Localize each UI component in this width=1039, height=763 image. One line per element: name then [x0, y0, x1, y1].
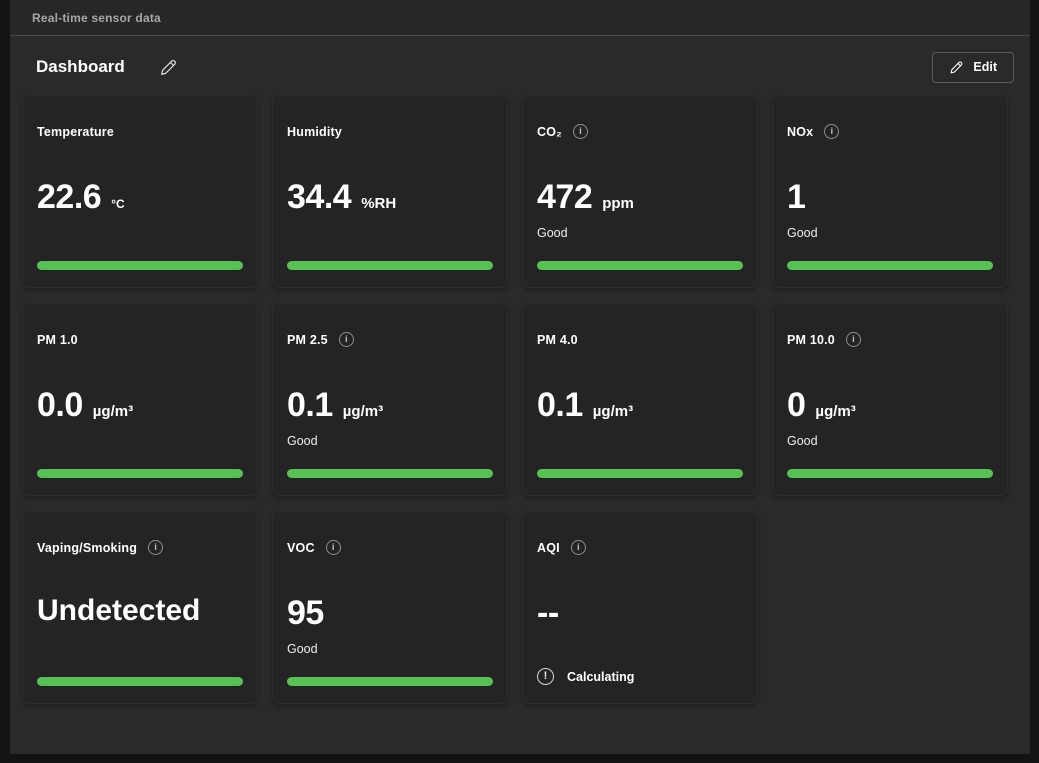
card-value: 0.0 [37, 386, 83, 424]
card-title: Temperature [37, 124, 114, 139]
card-value: 95 [287, 594, 324, 632]
calculating-label: Calculating [567, 669, 635, 684]
card-co2: CO₂ i 472 ppm Good [522, 95, 758, 288]
info-icon[interactable]: i [325, 540, 341, 555]
alert-glyph: ! [543, 670, 548, 682]
card-title: AQI [537, 540, 560, 555]
status-progress-bar [287, 261, 493, 270]
status-progress-bar [537, 469, 743, 478]
sensor-card-grid: Temperature 22.6 °C Humidity 34.4 %RH [22, 95, 1018, 704]
card-unit: µg/m³ [92, 403, 134, 420]
card-value: -- [537, 594, 559, 632]
info-glyph: i [344, 333, 348, 345]
card-voc: VOC i 95 Good [272, 511, 508, 704]
dashboard-panel: Dashboard Edit [10, 36, 1030, 754]
info-glyph: i [577, 541, 580, 553]
card-unit: °C [111, 197, 125, 211]
card-value: 0 [787, 386, 806, 424]
page-header: Dashboard Edit [24, 47, 1016, 87]
card-temperature: Temperature 22.6 °C [22, 95, 258, 288]
status-progress-bar [537, 261, 743, 270]
info-icon[interactable]: i [845, 332, 861, 347]
window-title-bar: Real-time sensor data [10, 0, 1030, 36]
info-icon[interactable]: i [338, 332, 354, 347]
card-unit: µg/m³ [592, 403, 634, 420]
info-icon[interactable]: i [572, 124, 588, 139]
info-icon[interactable]: i [824, 124, 840, 139]
page-title: Dashboard [36, 57, 125, 76]
edit-pencil-icon [949, 60, 964, 75]
card-title: PM 1.0 [37, 332, 78, 347]
card-humidity: Humidity 34.4 %RH [272, 95, 508, 288]
card-title: PM 2.5 [287, 332, 328, 347]
status-progress-bar [37, 677, 243, 686]
status-progress-bar [787, 469, 993, 478]
card-title: Vaping/Smoking [37, 540, 138, 555]
card-value: 472 [537, 178, 593, 216]
app-window: Real-time sensor data Dashboard Edit [10, 0, 1030, 755]
card-title: NOx [787, 124, 814, 139]
status-label: Good [787, 226, 818, 240]
card-value: 1 [787, 178, 806, 216]
status-progress-bar [287, 677, 493, 686]
edit-button-label: Edit [973, 60, 997, 74]
card-unit: %RH [361, 195, 397, 212]
info-glyph: i [852, 333, 855, 345]
rename-pencil-icon[interactable] [159, 58, 178, 77]
status-label: Good [287, 434, 318, 448]
info-icon[interactable]: i [148, 540, 164, 555]
card-pm10: PM 10.0 i 0 µg/m³ Good [772, 303, 1008, 496]
card-unit: µg/m³ [342, 403, 384, 420]
card-value: Undetected [37, 594, 201, 627]
status-label: Good [537, 226, 568, 240]
card-nox: NOx i 1 Good [772, 95, 1008, 288]
card-pm4: PM 4.0 0.1 µg/m³ [522, 303, 758, 496]
info-icon[interactable]: i [570, 540, 586, 555]
status-progress-bar [787, 261, 993, 270]
alert-icon: ! [537, 668, 554, 685]
info-glyph: i [830, 125, 834, 137]
card-title: PM 10.0 [787, 332, 835, 347]
edit-button[interactable]: Edit [932, 51, 1014, 83]
calculating-row: ! Calculating [537, 667, 743, 686]
card-title: PM 4.0 [537, 332, 578, 347]
window-title: Real-time sensor data [32, 10, 161, 25]
card-unit: ppm [602, 195, 634, 212]
card-pm25: PM 2.5 i 0.1 µg/m³ Good [272, 303, 508, 496]
status-label: Good [287, 642, 318, 656]
card-value: 0.1 [537, 386, 583, 424]
card-title: Humidity [287, 124, 343, 139]
info-glyph: i [331, 541, 335, 553]
card-unit: µg/m³ [815, 403, 856, 420]
status-progress-bar [37, 261, 243, 270]
card-title: VOC [287, 540, 315, 555]
card-aqi: AQI i -- ! Calculating [522, 511, 758, 704]
card-value: 22.6 [37, 178, 102, 216]
card-title: CO₂ [537, 124, 562, 139]
status-label: Good [787, 434, 818, 448]
card-value: 0.1 [287, 386, 333, 424]
card-value: 34.4 [287, 178, 352, 216]
status-progress-bar [287, 469, 493, 478]
card-pm1: PM 1.0 0.0 µg/m³ [22, 303, 258, 496]
card-vaping-smoking: Vaping/Smoking i Undetected [22, 511, 258, 704]
info-glyph: i [154, 541, 157, 553]
info-glyph: i [579, 125, 582, 137]
status-progress-bar [37, 469, 243, 478]
